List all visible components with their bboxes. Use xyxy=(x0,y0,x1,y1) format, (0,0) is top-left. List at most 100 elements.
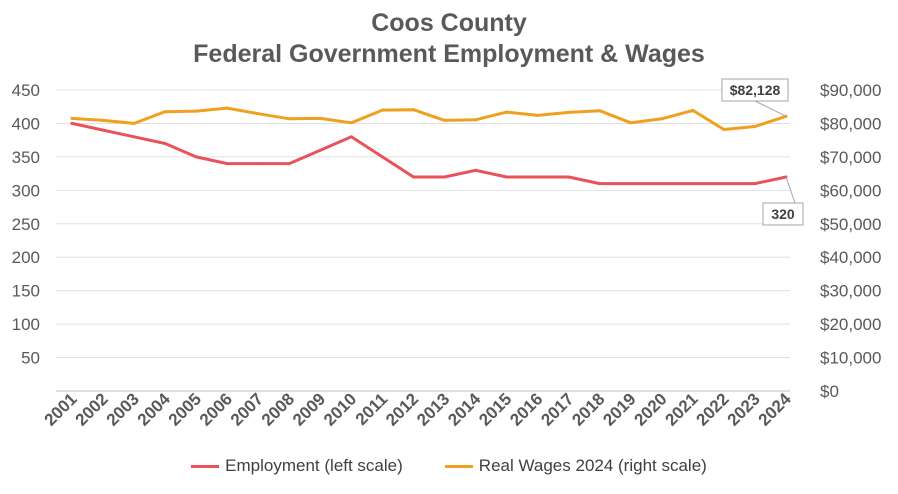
y-left-tick-label: 350 xyxy=(12,148,40,167)
data-point xyxy=(225,106,229,110)
data-point xyxy=(318,148,322,152)
data-point xyxy=(753,124,757,128)
y-left-tick-label: 150 xyxy=(12,282,40,301)
data-point xyxy=(598,182,602,186)
x-tick-label: 2011 xyxy=(352,389,392,429)
data-point xyxy=(318,116,322,120)
data-point xyxy=(536,175,540,179)
data-point xyxy=(443,175,447,179)
x-tick-label: 2018 xyxy=(568,389,608,429)
data-point xyxy=(132,135,136,139)
y-right-tick-label: $70,000 xyxy=(820,148,881,167)
data-point xyxy=(163,110,167,114)
x-tick-label: 2003 xyxy=(103,389,143,429)
x-tick-label: 2015 xyxy=(475,389,515,429)
legend-label-employment: Employment (left scale) xyxy=(225,456,403,475)
chart-title: Coos County Federal Government Employmen… xyxy=(0,8,898,70)
data-label: $82,128 xyxy=(730,82,781,98)
chart-title-line1: Coos County xyxy=(371,9,527,37)
legend-swatch-wages xyxy=(444,464,473,468)
data-point xyxy=(567,175,571,179)
data-point xyxy=(256,112,260,116)
y-right-tick-label: $0 xyxy=(820,382,839,401)
legend-item-employment: Employment (left scale) xyxy=(191,456,403,476)
y-left-tick-label: 300 xyxy=(12,181,40,200)
y-right-tick-label: $60,000 xyxy=(820,181,881,200)
callout-box xyxy=(762,202,804,226)
y-left-tick-label: 250 xyxy=(12,215,40,234)
data-point xyxy=(256,162,260,166)
chart-subtitle: Federal Government Employment & Wages xyxy=(193,40,705,68)
data-point xyxy=(132,121,136,125)
data-point xyxy=(629,182,633,186)
x-tick-label: 2004 xyxy=(134,389,175,430)
x-tick-label: 2019 xyxy=(599,389,639,429)
y-left-tick-label: 50 xyxy=(21,349,40,368)
series-line-employment xyxy=(70,121,788,186)
data-point xyxy=(722,182,726,186)
y-right-tick-label: $90,000 xyxy=(820,81,881,100)
data-point xyxy=(691,182,695,186)
x-tick-label: 2020 xyxy=(630,389,670,429)
y-left-tick-label: 400 xyxy=(12,114,40,133)
y-right-tick-label: $80,000 xyxy=(820,114,881,133)
data-point xyxy=(691,108,695,112)
legend-label-wages: Real Wages 2024 (right scale) xyxy=(478,456,707,475)
callout-box xyxy=(721,78,789,102)
y-left-tick-label: 200 xyxy=(12,248,40,267)
data-point xyxy=(660,117,664,121)
x-tick-label: 2009 xyxy=(289,389,329,429)
x-tick-label: 2021 xyxy=(662,389,702,429)
y-right-tick-label: $40,000 xyxy=(820,248,881,267)
data-point xyxy=(349,135,353,139)
data-point xyxy=(380,108,384,112)
data-point xyxy=(101,128,105,132)
x-tick-label: 2010 xyxy=(320,389,360,429)
data-point xyxy=(505,175,509,179)
data-point xyxy=(505,110,509,114)
data-point xyxy=(349,121,353,125)
x-tick-label: 2001 xyxy=(41,389,81,429)
data-point xyxy=(380,155,384,159)
data-point xyxy=(443,118,447,122)
data-point xyxy=(660,182,664,186)
y-right-tick-label: $20,000 xyxy=(820,315,881,334)
legend-swatch-employment xyxy=(191,464,220,468)
data-label: 320 xyxy=(771,206,795,222)
y-left-tick-label: 450 xyxy=(12,81,40,100)
callout-leader xyxy=(785,176,796,204)
data-point xyxy=(567,110,571,114)
data-point xyxy=(411,108,415,112)
callout-leader xyxy=(754,100,787,117)
y-right-tick-label: $10,000 xyxy=(820,349,881,368)
x-tick-label: 2023 xyxy=(724,389,764,429)
data-point xyxy=(70,116,74,120)
data-point xyxy=(101,118,105,122)
data-point xyxy=(474,168,478,172)
x-tick-label: 2007 xyxy=(227,389,267,429)
x-tick-label: 2008 xyxy=(258,389,298,429)
data-point xyxy=(194,109,198,113)
data-point xyxy=(163,142,167,146)
data-point xyxy=(70,121,74,125)
data-point xyxy=(474,118,478,122)
data-point xyxy=(287,117,291,121)
data-point xyxy=(225,162,229,166)
y-left-tick-label: 100 xyxy=(12,315,40,334)
data-point xyxy=(598,109,602,113)
x-tick-label: 2017 xyxy=(537,389,577,429)
data-point xyxy=(753,182,757,186)
data-point xyxy=(411,175,415,179)
series-line-wages xyxy=(70,106,788,131)
x-tick-label: 2012 xyxy=(382,389,422,429)
x-tick-label: 2016 xyxy=(506,389,546,429)
data-point xyxy=(629,121,633,125)
legend-item-wages: Real Wages 2024 (right scale) xyxy=(444,456,707,476)
data-point xyxy=(287,162,291,166)
x-tick-label: 2024 xyxy=(755,389,796,430)
x-tick-label: 2022 xyxy=(693,389,733,429)
x-tick-label: 2002 xyxy=(72,389,112,429)
data-point xyxy=(722,127,726,131)
x-tick-label: 2014 xyxy=(444,389,485,430)
